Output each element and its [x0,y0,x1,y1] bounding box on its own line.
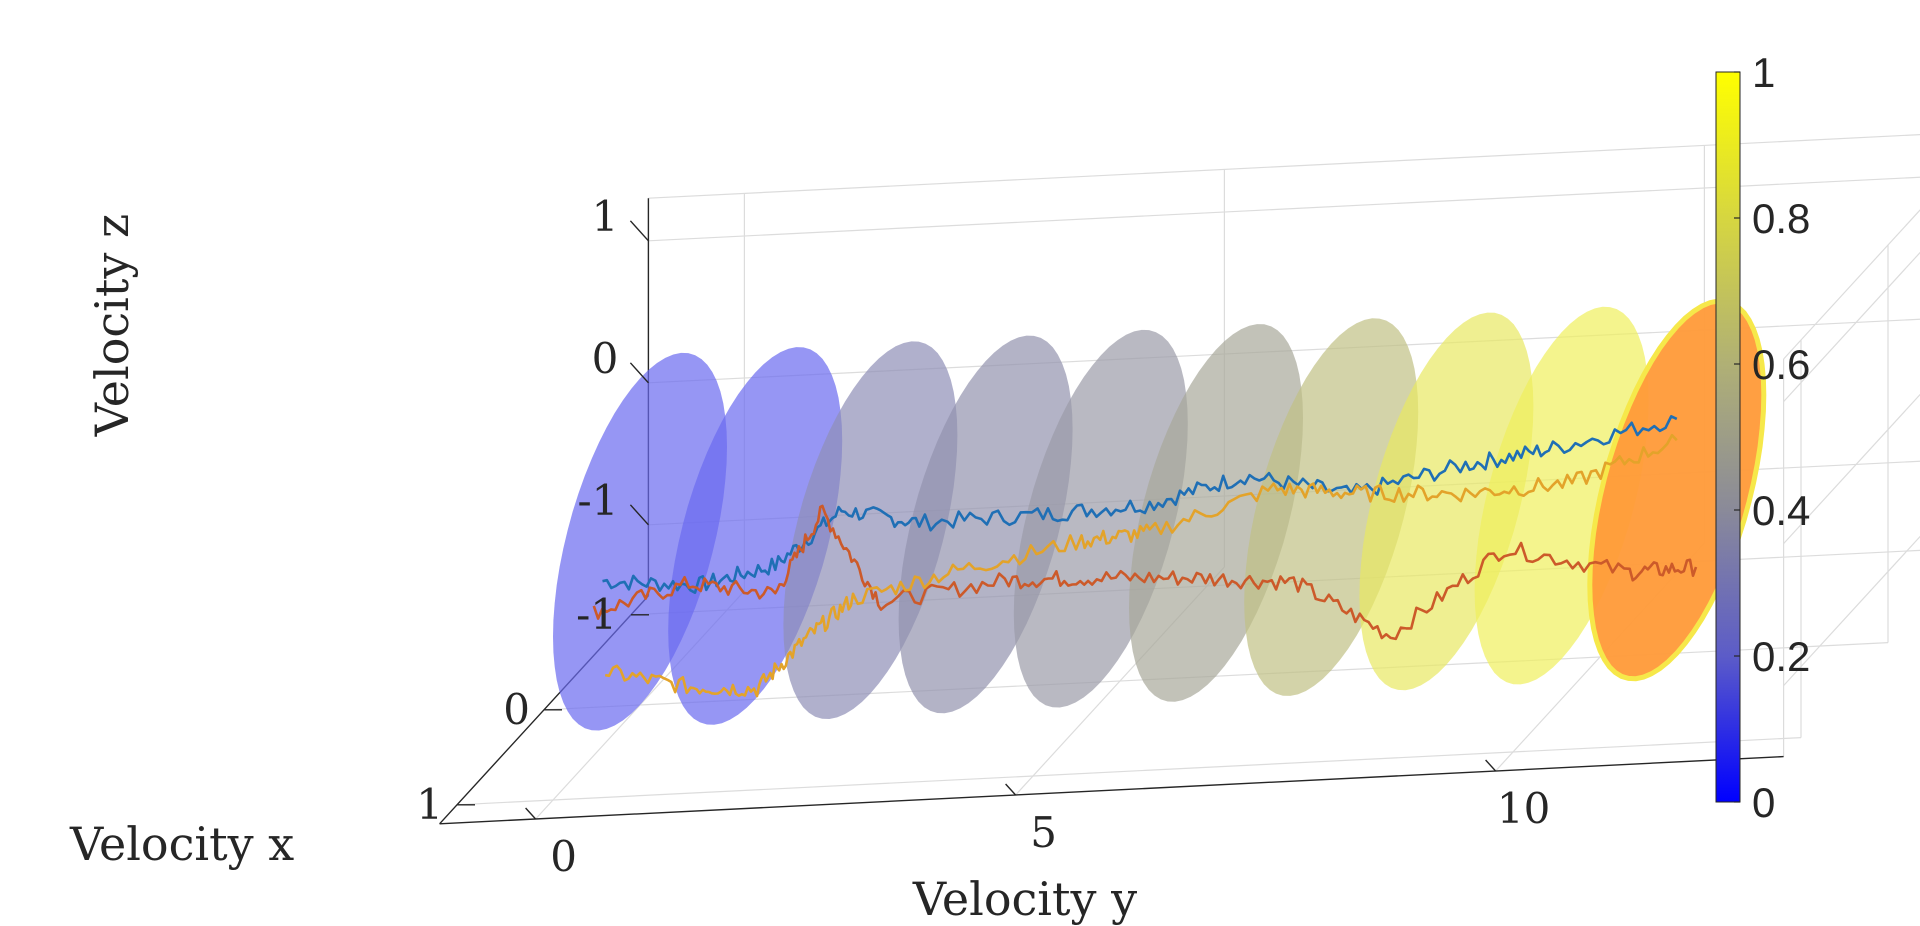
y-tick-label: 0 [550,832,577,881]
colorbar-tick-label: 1 [1752,49,1775,96]
x-tick-label: 0 [503,685,530,734]
z-tick [629,504,649,526]
colorbar-tick-label: 0 [1752,779,1775,826]
trajectory-line [604,433,1678,698]
y-tick-label: 10 [1497,784,1550,833]
ellipse-slice [1474,306,1649,685]
colorbar: 1 0.8 0.6 0.4 0.2 0 [1715,49,1810,826]
colorbar-tick-label: 0.8 [1752,195,1810,242]
ellipse-slice [1359,312,1534,691]
grid-line [648,176,1920,242]
ellipse-slice [668,347,843,725]
ellipse-slice [1013,329,1188,708]
box-edge [1783,209,1920,360]
trajectory-line [592,504,1698,641]
ellipse-slice [1129,324,1303,702]
y-axis-label: Velocity y [912,872,1137,926]
x-axis-label: Velocity x [69,817,294,871]
ellipse-slice [553,352,727,731]
z-tick [629,362,649,384]
colorbar-gradient [1715,71,1741,803]
trajectory-series [592,414,1698,698]
ellipse-slices [553,298,1767,731]
y-tick [1005,783,1017,796]
colorbar-tick-label: 0.2 [1752,633,1810,680]
box-edge [648,134,1920,199]
y-tick [525,807,537,820]
z-tick [629,220,649,242]
colorbar-ticks: 1 0.8 0.6 0.4 0.2 0 [1734,49,1810,826]
ellipse-slice [1244,318,1419,696]
z-tick-label: -1 [577,476,618,525]
trajectory-line [602,414,1678,595]
colorbar-tick-label: 0.4 [1752,487,1810,534]
z-axis-label: Velocity z [85,214,139,437]
z-tick-label: 1 [592,192,619,241]
colorbar-tick-label: 0.6 [1752,341,1810,388]
z-tick-label: 0 [592,334,619,383]
y-axis-line [439,755,1784,825]
grid-line [456,737,1802,806]
x-tick-label: 1 [416,780,443,829]
y-tick-label: 5 [1030,808,1057,857]
y-tick [1485,759,1497,772]
x-tick-label: -1 [576,590,617,639]
